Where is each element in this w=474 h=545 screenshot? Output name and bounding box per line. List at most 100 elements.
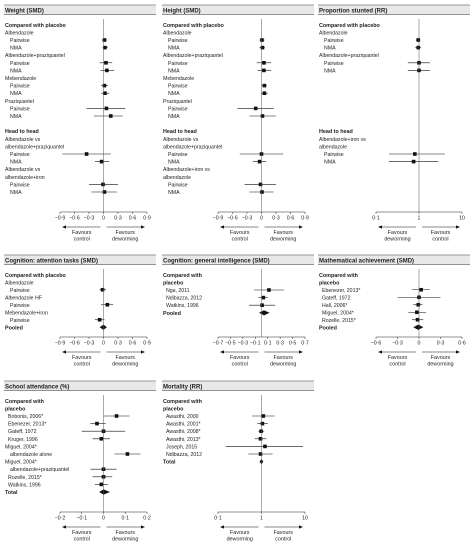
- panel-title: Cognition: attention tasks (SMD): [5, 258, 98, 264]
- row-section-header: Head to head: [319, 129, 353, 135]
- panel-title-band: [162, 5, 314, 15]
- x-tick-label: 0·9: [143, 216, 151, 222]
- x-tick-label: −0·7: [213, 341, 224, 347]
- forest-panel-4: Cognition: attention tasks (SMD) Compared…: [4, 254, 156, 368]
- point-estimate: [101, 182, 105, 187]
- x-tick-label: −0·1: [76, 516, 87, 522]
- row-group-label: Albendazole: [163, 30, 192, 36]
- row-estimate-label: Pairwise: [10, 61, 30, 67]
- favours-left-label: deworming: [384, 237, 410, 243]
- row-estimate-label: Pairwise: [168, 84, 188, 90]
- point-estimate: [260, 114, 265, 118]
- row-group-label: Albendazole vs: [5, 137, 41, 143]
- favours-left-label: deworming: [227, 537, 253, 543]
- panel-title-band: [318, 5, 470, 15]
- row-estimate-label: Pairwise: [168, 152, 188, 158]
- row-section-header: placebo: [5, 406, 26, 412]
- row-group-label: Mebendazole: [5, 76, 36, 82]
- row-group-label: albendazole: [163, 175, 191, 181]
- row-estimate-label: Awasthi, 2000: [166, 414, 199, 420]
- row-estimate-label: albendazole alone: [10, 452, 52, 458]
- x-tick-label: −0·6: [69, 341, 80, 347]
- panel-title-band: [4, 381, 156, 391]
- row-estimate-label: Rozelle, 2015*: [8, 475, 42, 481]
- row-group-label: Albendazole+praziquantel: [319, 53, 379, 59]
- row-estimate-label: Pairwise: [10, 303, 30, 309]
- favours-left-arrowhead: [220, 225, 224, 229]
- row-group-label: Albendazole+iron vs: [319, 137, 366, 143]
- point-estimate: [260, 421, 265, 426]
- point-estimate: [102, 190, 107, 194]
- point-estimate: [99, 437, 104, 441]
- x-tick-label: −0·1: [250, 341, 261, 347]
- x-tick-label: 0·3: [272, 216, 280, 222]
- forest-panel-1: Weight (SMD)Compared with placeboAlbenda…: [4, 4, 156, 243]
- x-tick-label: 0: [260, 216, 263, 222]
- row-group-label: Albendazole vs: [163, 137, 199, 143]
- x-tick-label: 0·3: [114, 216, 122, 222]
- row-estimate-label: Pairwise: [10, 318, 30, 324]
- panel-title: Weight (SMD): [5, 8, 44, 14]
- panel-title: Cognition: general intelligence (SMD): [163, 258, 270, 264]
- point-estimate: [259, 429, 263, 433]
- x-tick-label: −0·9: [55, 216, 66, 222]
- point-estimate: [261, 414, 266, 418]
- row-estimate-label: Watkins, 1996: [166, 303, 199, 309]
- point-estimate: [102, 38, 107, 42]
- row-estimate-label: NMA: [168, 68, 180, 74]
- panel-title: Height (SMD): [163, 8, 201, 14]
- favours-right-label: Favours: [274, 355, 294, 361]
- row-group-label: albendazole+praziquantel: [5, 144, 64, 150]
- favours-right-label: Favours: [116, 530, 136, 536]
- x-tick-label: 0·3: [437, 341, 445, 347]
- row-pooled-label: Pooled: [5, 325, 23, 331]
- row-estimate-label: Pairwise: [324, 61, 344, 67]
- point-estimate: [102, 83, 107, 88]
- x-tick-label: 0: [418, 341, 421, 347]
- x-tick-label: −0·6: [371, 341, 382, 347]
- x-tick-label: −0·3: [84, 216, 95, 222]
- x-tick-label: 0·1: [264, 341, 272, 347]
- x-tick-label: 0·6: [129, 216, 137, 222]
- x-tick-label: −0·6: [227, 216, 238, 222]
- row-group-label: Albendazole+praziquantel: [5, 53, 65, 59]
- favours-right-label: deworming: [112, 537, 138, 543]
- point-estimate: [100, 287, 105, 292]
- favours-right-arrowhead: [456, 225, 460, 229]
- point-estimate: [84, 152, 89, 156]
- forest-panel-2: Height (SMD)Compared with placeboAlbenda…: [162, 4, 314, 243]
- forest-panel-3: Proportion stunted (RR) Compared with pla…: [318, 4, 470, 243]
- row-estimate-label: NMA: [10, 68, 22, 74]
- row-estimate-label: Awasthi, 2008*: [166, 429, 201, 435]
- x-tick-label: 0·9: [301, 216, 309, 222]
- favours-left-arrowhead: [62, 525, 66, 529]
- x-tick-label: 0·3: [276, 341, 284, 347]
- favours-left-label: Favours: [388, 355, 408, 361]
- point-estimate: [103, 91, 107, 95]
- x-tick-label: −0·3: [84, 341, 95, 347]
- favours-right-arrowhead: [299, 225, 303, 229]
- row-group-label: Albendazole vs: [5, 167, 41, 173]
- favours-left-label: control: [232, 237, 248, 243]
- x-tick-label: 0·6: [458, 341, 466, 347]
- favours-right-label: deworming: [112, 237, 138, 243]
- row-estimate-label: Ndibazza, 2012: [166, 452, 202, 458]
- row-group-label: Mebendazole: [163, 76, 194, 82]
- panel-title-band: [4, 255, 156, 265]
- point-estimate: [263, 444, 267, 449]
- favours-right-arrowhead: [456, 350, 460, 354]
- row-section-header: Compared with: [163, 399, 202, 405]
- x-tick-label: 10: [459, 216, 465, 222]
- point-estimate: [99, 482, 104, 487]
- row-estimate-label: Watkins, 1996: [8, 482, 41, 488]
- point-estimate: [415, 317, 420, 322]
- point-estimate: [261, 295, 266, 300]
- panel-title-band: [162, 381, 314, 391]
- row-section-header: Compared with placebo: [163, 23, 225, 29]
- row-estimate-label: Pairwise: [168, 61, 188, 67]
- row-estimate-label: Bobonis, 2006*: [8, 414, 43, 420]
- row-group-label: Albendazole+iron vs: [163, 167, 210, 173]
- x-tick-label: 0: [102, 341, 105, 347]
- x-tick-label: −0·3: [238, 341, 249, 347]
